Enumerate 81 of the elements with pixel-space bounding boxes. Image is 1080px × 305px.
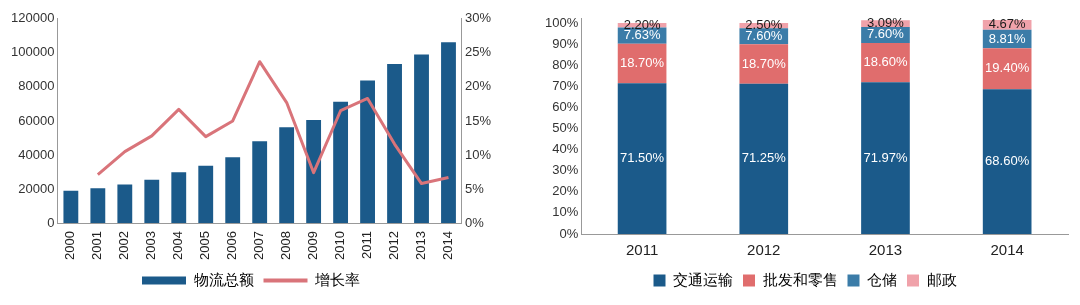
data-label: 71.97%: [863, 149, 908, 165]
bar: [441, 42, 456, 224]
y-tick-label: 10%: [552, 204, 579, 220]
bar: [225, 157, 241, 224]
y2-tick-label: 5%: [464, 180, 485, 196]
bar: [861, 82, 910, 234]
y-tick-label: 50%: [552, 120, 579, 136]
legend-label: 邮政: [926, 270, 957, 288]
data-label: 71.25%: [741, 150, 787, 166]
y2-tick-label: 25%: [464, 44, 492, 60]
y-tick-label: 100000: [10, 44, 55, 60]
bar: [387, 64, 402, 224]
bar: [198, 165, 214, 224]
y-tick-label: 90%: [552, 35, 579, 51]
bar: [982, 89, 1032, 234]
y-tick-label: 120000: [10, 10, 55, 26]
data-label: 4.67%: [988, 16, 1027, 32]
y-tick-label: 60000: [18, 112, 55, 128]
bar: [306, 120, 322, 224]
x-tick-label: 2011: [625, 241, 659, 259]
x-tick-label: 2006: [224, 231, 240, 260]
x-tick-label: 2013: [413, 231, 429, 260]
y2-tick-label: 30%: [464, 10, 492, 26]
bar: [117, 184, 133, 224]
x-tick-label: 2012: [747, 241, 781, 259]
x-tick-label: 2005: [197, 231, 213, 260]
x-tick-label: 2011: [359, 231, 375, 260]
y-tick-label: 70%: [552, 77, 579, 93]
bar: [252, 141, 268, 224]
bar: [617, 83, 667, 234]
data-label: 68.60%: [985, 153, 1030, 169]
x-tick-label: 2000: [62, 231, 78, 260]
bar: [360, 80, 375, 224]
bar: [144, 179, 160, 224]
bar: [739, 83, 789, 234]
x-tick-label: 2008: [278, 231, 294, 260]
y2-tick-label: 15%: [464, 112, 492, 128]
y-tick-label: 80%: [552, 56, 579, 72]
bar: [90, 188, 106, 224]
legend-label: 增长率: [314, 270, 360, 288]
data-label: 8.81%: [988, 30, 1027, 46]
bar: [279, 127, 295, 224]
y-tick-label: 80000: [18, 78, 55, 94]
legend-label: 物流总额: [193, 270, 254, 288]
y-tick-label: 100%: [545, 14, 579, 30]
y-tick-label: 0: [47, 214, 55, 230]
x-tick-label: 2012: [386, 231, 402, 260]
data-label: 18.60%: [863, 54, 908, 70]
x-tick-label: 2014: [990, 241, 1024, 259]
legend-label: 批发和零售: [762, 270, 838, 288]
y2-tick-label: 20%: [464, 78, 492, 94]
x-tick-label: 2004: [170, 231, 186, 260]
y-tick-label: 30%: [552, 162, 579, 178]
bar: [414, 54, 429, 224]
y-tick-label: 20%: [552, 183, 579, 199]
x-tick-label: 2003: [143, 231, 159, 260]
x-tick-label: 2013: [868, 241, 903, 259]
y-tick-label: 0%: [559, 225, 579, 241]
data-label: 18.70%: [620, 55, 665, 70]
x-tick-label: 2002: [116, 231, 132, 260]
data-label: 71.50%: [620, 150, 665, 166]
y-tick-label: 40000: [18, 146, 55, 162]
data-label: 7.60%: [867, 26, 905, 42]
legend-label: 仓储: [867, 270, 897, 288]
y2-tick-label: 10%: [464, 146, 492, 162]
y2-tick-label: 0%: [464, 214, 485, 230]
bar: [171, 172, 187, 224]
x-tick-label: 2009: [305, 231, 321, 260]
legend-label: 交通运输: [673, 270, 733, 288]
data-label: 18.70%: [741, 55, 787, 71]
x-tick-label: 2007: [251, 231, 267, 260]
y-tick-label: 40%: [552, 141, 579, 157]
x-tick-label: 2001: [89, 231, 105, 260]
x-tick-label: 2010: [332, 231, 348, 260]
data-label: 19.40%: [985, 60, 1030, 76]
y-tick-label: 20000: [18, 180, 55, 196]
x-tick-label: 2014: [440, 231, 456, 260]
bar: [739, 44, 789, 84]
bar: [63, 190, 79, 224]
y-tick-label: 60%: [552, 98, 579, 114]
bar: [333, 101, 349, 224]
